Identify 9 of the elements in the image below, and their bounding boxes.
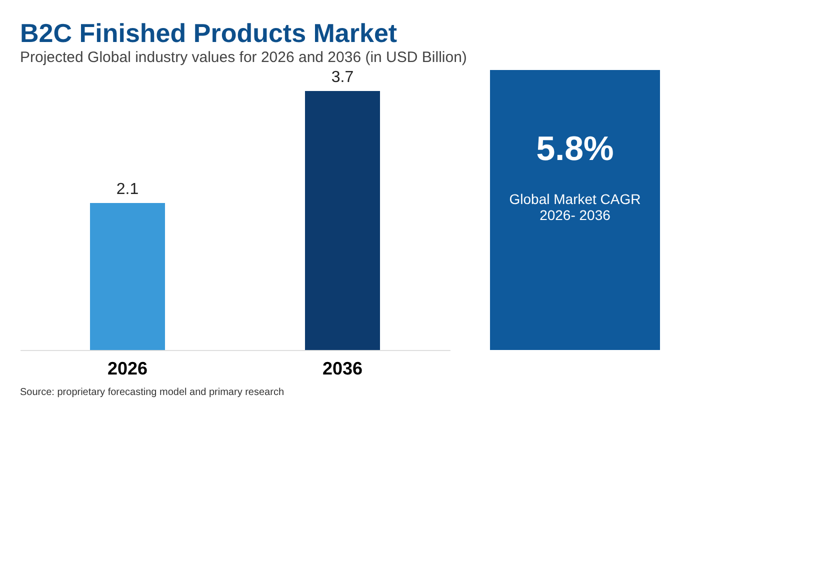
data-label: 2.1	[116, 181, 139, 198]
chart-title: B2C Finished Products Market	[20, 18, 398, 48]
x-tick-label: 2036	[322, 358, 363, 378]
text: Global Market CAGR 2026- 2036	[509, 191, 641, 223]
chart-subtitle: Projected Global industry values for 2026 and 2036 (in USD Billion)	[20, 49, 467, 66]
text: 5.8%	[536, 130, 614, 168]
x-tick-label: 2026	[107, 358, 148, 378]
data-label: 3.7	[331, 69, 354, 86]
source-note: Source: proprietary forecasting model and primary research	[20, 387, 284, 398]
